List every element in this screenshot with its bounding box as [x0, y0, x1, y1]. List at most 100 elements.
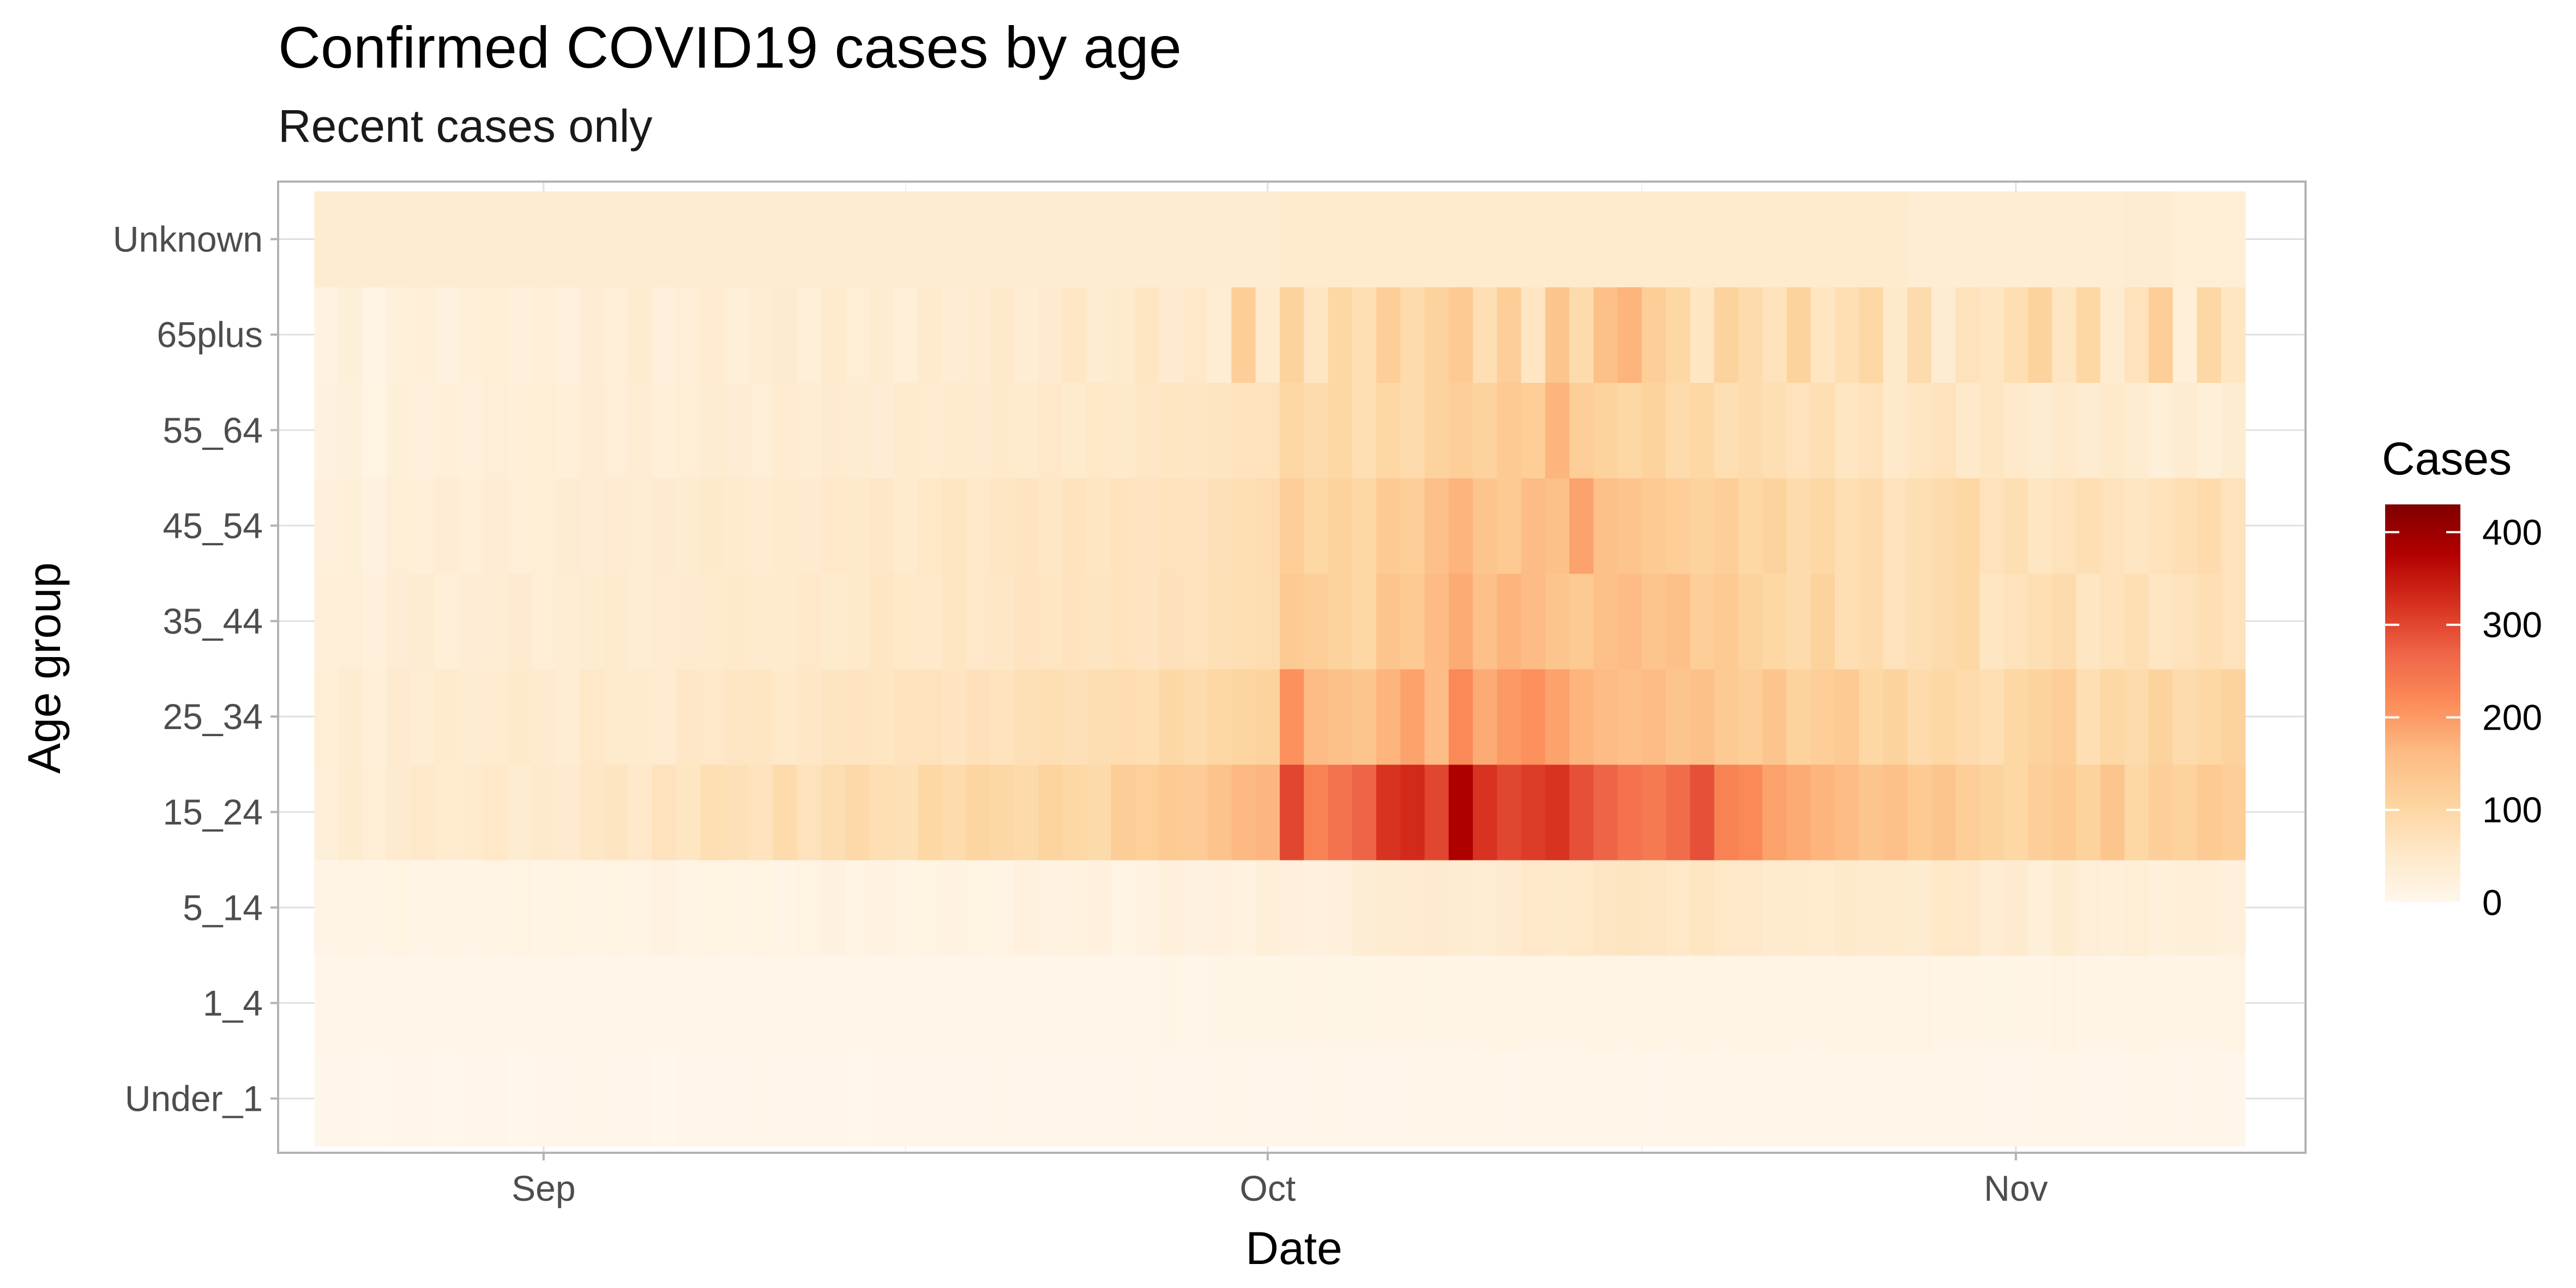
heatmap-cell [2076, 573, 2101, 670]
legend-tick-label: 100 [2482, 790, 2542, 830]
heatmap-cell [1738, 669, 1763, 765]
heatmap-cell [1714, 382, 1739, 479]
heatmap-cell [724, 573, 749, 670]
heatmap-cell [1279, 382, 1304, 479]
heatmap-cell [1907, 573, 1932, 670]
heatmap-cell [1086, 191, 1111, 287]
heatmap-cell [580, 191, 605, 287]
heatmap-cell [1931, 859, 1957, 956]
heatmap-cell [1472, 1050, 1498, 1147]
heatmap-cell [483, 1050, 508, 1147]
y-tick-label: 45_54 [162, 505, 263, 546]
heatmap-cell [2172, 287, 2198, 383]
heatmap-cell [1641, 955, 1666, 1051]
heatmap-cell [1255, 191, 1280, 287]
heatmap-cell [797, 764, 822, 860]
heatmap-cell [1328, 382, 1353, 479]
heatmap-cell [1810, 859, 1835, 956]
heatmap-cell [556, 764, 581, 860]
heatmap-cell [942, 478, 967, 574]
heatmap-cell [1472, 764, 1498, 860]
heatmap-cell [1159, 191, 1184, 287]
heatmap-cell [1569, 955, 1594, 1051]
heatmap-cell [1955, 764, 1981, 860]
heatmap-cell [1666, 573, 1691, 670]
heatmap-cell [893, 669, 918, 765]
heatmap-cell [2003, 669, 2029, 765]
heatmap-cell [797, 191, 822, 287]
heatmap-cell [1304, 573, 1329, 670]
heatmap-cell [1352, 669, 1377, 765]
heatmap-cell [773, 669, 798, 765]
heatmap-cell [1231, 669, 1256, 765]
heatmap-cell [2172, 191, 2198, 287]
heatmap-cell [1979, 478, 2005, 574]
heatmap-cell [1521, 287, 1546, 383]
heatmap-cell [2052, 191, 2077, 287]
heatmap-cell [2172, 669, 2198, 765]
heatmap-cell [1255, 764, 1280, 860]
heatmap-cell [1907, 764, 1932, 860]
heatmap-cell [483, 764, 508, 860]
heatmap-cell [1569, 669, 1594, 765]
heatmap-cell [580, 287, 605, 383]
heatmap-cell [1183, 955, 1208, 1051]
y-tick-label: 25_34 [162, 696, 263, 737]
heatmap-cell [1762, 859, 1787, 956]
heatmap-cell [1762, 573, 1787, 670]
heatmap-cell [507, 287, 532, 383]
heatmap-cell [459, 382, 484, 479]
heatmap-cell [2003, 382, 2029, 479]
heatmap-cell [797, 669, 822, 765]
heatmap-cell [1472, 287, 1498, 383]
heatmap-cell [2100, 573, 2125, 670]
heatmap-cell [338, 382, 363, 479]
heatmap-cell [1569, 573, 1594, 670]
heatmap-cell [652, 191, 677, 287]
heatmap-cell [821, 669, 846, 765]
heatmap-cell [797, 1050, 822, 1147]
heatmap-cell [1786, 859, 1811, 956]
heatmap-cell [1231, 287, 1256, 383]
heatmap-cell [435, 955, 460, 1051]
heatmap-cell [483, 573, 508, 670]
x-axis: Sep Oct Nov [511, 1153, 2048, 1208]
heatmap-cell [2196, 764, 2222, 860]
heatmap-cell [917, 764, 943, 860]
heatmap-cell [1424, 859, 1449, 956]
heatmap-cell [1762, 382, 1787, 479]
heatmap-cell [845, 573, 870, 670]
heatmap-cell [459, 764, 484, 860]
heatmap-cell [1907, 382, 1932, 479]
heatmap-cell [628, 478, 653, 574]
heatmap-cell [1834, 478, 1859, 574]
heatmap-cell [1569, 859, 1594, 956]
heatmap-cell [1062, 382, 1087, 479]
y-tick-label: Unknown [113, 219, 263, 260]
heatmap-cell [1545, 669, 1570, 765]
heatmap-cell [2124, 191, 2150, 287]
heatmap-cell [2172, 764, 2198, 860]
heatmap-cell [604, 573, 629, 670]
heatmap-cell [1352, 573, 1377, 670]
heatmap-cell [1883, 382, 1908, 479]
heatmap-cell [966, 191, 991, 287]
heatmap-cell [990, 1050, 1015, 1147]
heatmap-cell [459, 287, 484, 383]
heatmap-cell [1931, 573, 1957, 670]
heatmap-cell [2052, 955, 2077, 1051]
heatmap-cell [797, 573, 822, 670]
heatmap-cell [1714, 669, 1739, 765]
heatmap-cell [1617, 1050, 1642, 1147]
heatmap-cell [1014, 573, 1039, 670]
heatmap-cell [869, 764, 894, 860]
heatmap-cell [411, 764, 436, 860]
heatmap-cell [676, 859, 701, 956]
heatmap-cell [387, 1050, 412, 1147]
heatmap-cell [966, 478, 991, 574]
heatmap-cell [1931, 669, 1957, 765]
heatmap-cell [700, 764, 725, 860]
heatmap-cell [2076, 478, 2101, 574]
heatmap-cell [821, 764, 846, 860]
heatmap-cell [990, 191, 1015, 287]
